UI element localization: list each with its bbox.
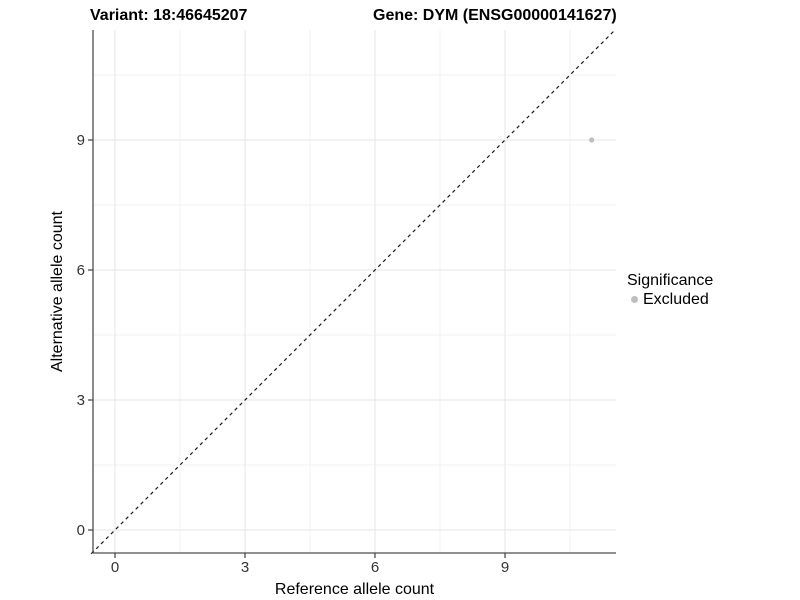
y-tick-label: 3 <box>77 392 85 409</box>
x-axis-title: Reference allele count <box>275 581 435 598</box>
gene-title: Gene: DYM (ENSG00000141627) <box>373 7 617 24</box>
data-point <box>589 137 595 143</box>
y-tick-label: 0 <box>77 522 85 539</box>
x-tick-label: 6 <box>371 559 379 576</box>
y-tick-label: 6 <box>77 262 85 279</box>
identity-dashed-line <box>90 29 616 555</box>
y-axis-title: Alternative allele count <box>49 210 66 372</box>
legend-title: Significance <box>627 272 714 289</box>
legend-item-label: Excluded <box>643 291 709 308</box>
excluded-point-icon <box>631 296 638 303</box>
variant-title: Variant: 18:46645207 <box>90 7 248 24</box>
y-tick-label: 9 <box>77 132 85 149</box>
legend-item-excluded: Excluded <box>627 290 713 309</box>
x-tick-label: 3 <box>241 559 249 576</box>
legend: Significance Excluded <box>627 271 713 309</box>
x-tick-label: 9 <box>501 559 509 576</box>
x-tick-label: 0 <box>111 559 119 576</box>
